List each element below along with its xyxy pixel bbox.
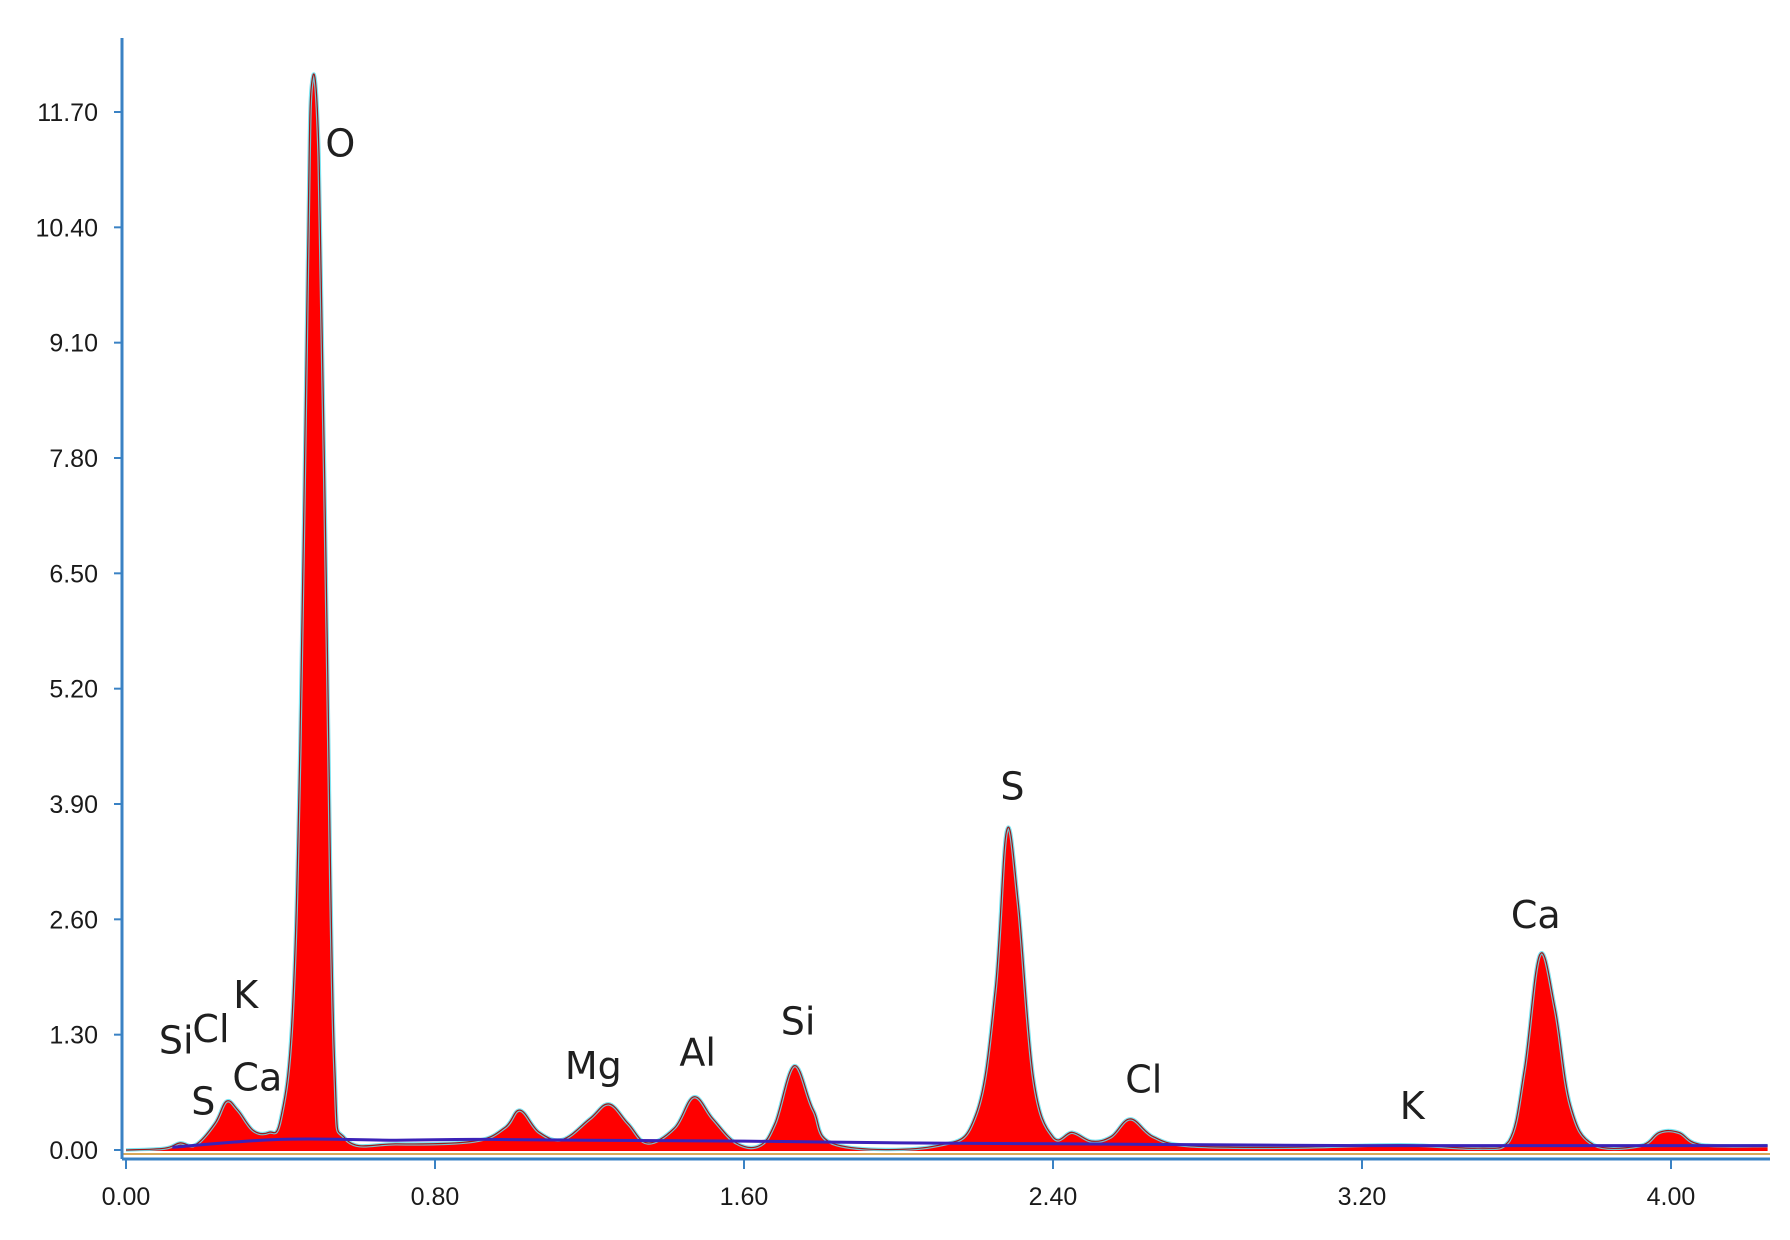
y-tick-label: 2.60 <box>49 906 98 934</box>
peak-label: Mg <box>565 1044 622 1088</box>
spectrum-area <box>126 73 1768 1152</box>
peak-label: Cl <box>192 1007 229 1051</box>
peak-label: Cl <box>1125 1057 1162 1101</box>
y-tick-label: 1.30 <box>49 1022 98 1050</box>
y-tick-label: 0.00 <box>49 1137 98 1165</box>
peak-label: Ca <box>1511 893 1561 937</box>
axes-layer <box>120 38 1770 1161</box>
peak-label: Ca <box>232 1056 282 1100</box>
x-tick-label: 2.40 <box>1029 1183 1078 1211</box>
spectrum-edge-line <box>125 73 1768 1151</box>
x-tick-label: 4.00 <box>1647 1183 1696 1211</box>
x-tick-label: 0.00 <box>102 1183 151 1211</box>
peak-label: Si <box>781 1000 816 1044</box>
x-tick-label: 3.20 <box>1338 1183 1387 1211</box>
tick-layer: 0.00 1.30 2.60 3.90 5.20 6.50 7.80 9.10 10.40 11.… <box>35 99 1695 1211</box>
y-tick-label: 7.80 <box>49 445 98 473</box>
y-tick-label: 10.40 <box>35 214 98 242</box>
y-tick-label: 6.50 <box>49 560 98 588</box>
y-tick-label: 5.20 <box>49 676 98 704</box>
background-trace <box>172 1137 1768 1149</box>
y-tick-label: 9.10 <box>49 330 98 358</box>
x-tick-label: 0.80 <box>411 1183 460 1211</box>
peak-label: K <box>1400 1084 1426 1128</box>
peak-label: S <box>1000 765 1024 809</box>
peak-label: Al <box>679 1031 716 1075</box>
x-tick-label: 1.60 <box>720 1183 769 1211</box>
y-tick-label: 3.90 <box>49 791 98 819</box>
peak-label: K <box>233 973 259 1017</box>
y-tick-label: 11.70 <box>37 99 98 127</box>
peak-label: O <box>325 121 355 165</box>
peak-label: Si <box>159 1018 194 1062</box>
peak-label: S <box>191 1080 215 1124</box>
spectrum-envelope-line <box>125 72 1768 1152</box>
spectrum-layer <box>125 72 1768 1152</box>
